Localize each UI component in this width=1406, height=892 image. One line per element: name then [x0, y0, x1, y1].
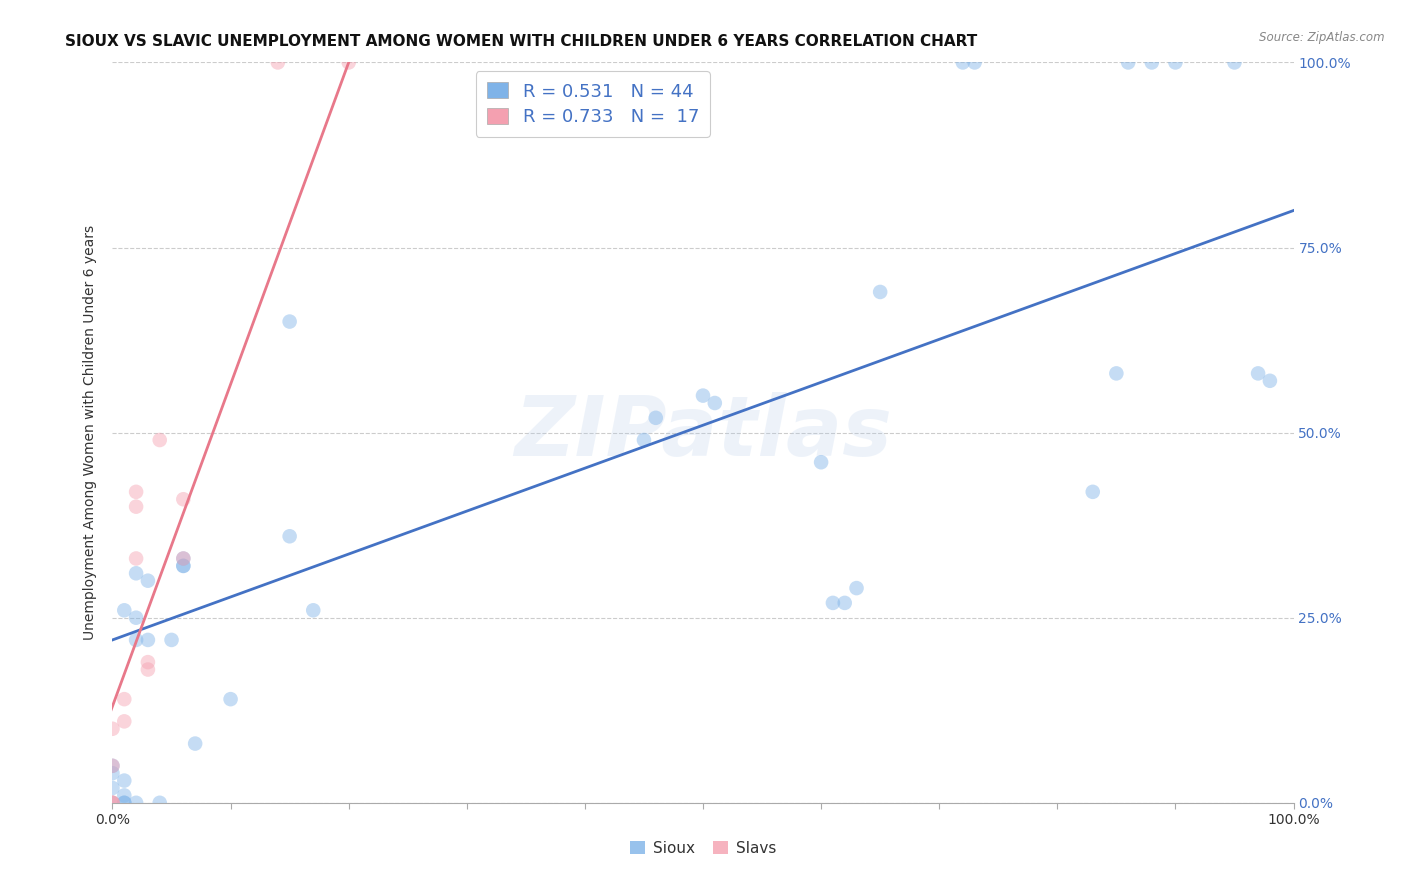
- Point: [1140, 55, 1163, 70]
- Point: [112, 692, 135, 706]
- Point: [834, 596, 856, 610]
- Point: [952, 55, 974, 70]
- Text: Source: ZipAtlas.com: Source: ZipAtlas.com: [1260, 31, 1385, 45]
- Point: [125, 610, 148, 624]
- Legend: Sioux, Slavs: Sioux, Slavs: [624, 835, 782, 862]
- Point: [869, 285, 891, 299]
- Point: [172, 551, 194, 566]
- Point: [278, 529, 301, 543]
- Point: [184, 737, 207, 751]
- Point: [278, 314, 301, 328]
- Point: [160, 632, 183, 647]
- Point: [101, 796, 124, 810]
- Text: SIOUX VS SLAVIC UNEMPLOYMENT AMONG WOMEN WITH CHILDREN UNDER 6 YEARS CORRELATION: SIOUX VS SLAVIC UNEMPLOYMENT AMONG WOMEN…: [65, 34, 977, 49]
- Point: [101, 780, 124, 795]
- Point: [149, 433, 172, 447]
- Point: [633, 433, 655, 447]
- Point: [125, 566, 148, 581]
- Point: [112, 603, 135, 617]
- Point: [112, 789, 135, 803]
- Point: [337, 55, 360, 70]
- Point: [703, 396, 725, 410]
- Point: [845, 581, 868, 595]
- Point: [810, 455, 832, 469]
- Point: [172, 492, 194, 507]
- Y-axis label: Unemployment Among Women with Children Under 6 years: Unemployment Among Women with Children U…: [83, 225, 97, 640]
- Point: [1116, 55, 1139, 70]
- Point: [1081, 484, 1104, 499]
- Point: [136, 632, 159, 647]
- Point: [112, 773, 135, 788]
- Point: [219, 692, 242, 706]
- Point: [112, 796, 135, 810]
- Point: [101, 796, 124, 810]
- Point: [172, 558, 194, 573]
- Point: [963, 55, 986, 70]
- Point: [101, 796, 124, 810]
- Point: [125, 500, 148, 514]
- Point: [136, 663, 159, 677]
- Point: [101, 758, 124, 772]
- Point: [112, 714, 135, 729]
- Point: [302, 603, 325, 617]
- Point: [101, 796, 124, 810]
- Point: [821, 596, 844, 610]
- Text: ZIPatlas: ZIPatlas: [515, 392, 891, 473]
- Point: [1258, 374, 1281, 388]
- Point: [172, 558, 194, 573]
- Point: [125, 796, 148, 810]
- Point: [101, 758, 124, 772]
- Point: [125, 551, 148, 566]
- Point: [101, 722, 124, 736]
- Point: [172, 551, 194, 566]
- Point: [149, 796, 172, 810]
- Point: [692, 388, 714, 402]
- Point: [1105, 367, 1128, 381]
- Point: [136, 655, 159, 669]
- Point: [1164, 55, 1187, 70]
- Point: [101, 766, 124, 780]
- Point: [125, 632, 148, 647]
- Point: [1247, 367, 1270, 381]
- Point: [125, 484, 148, 499]
- Point: [267, 55, 290, 70]
- Point: [112, 796, 135, 810]
- Point: [644, 410, 666, 425]
- Point: [1223, 55, 1246, 70]
- Point: [136, 574, 159, 588]
